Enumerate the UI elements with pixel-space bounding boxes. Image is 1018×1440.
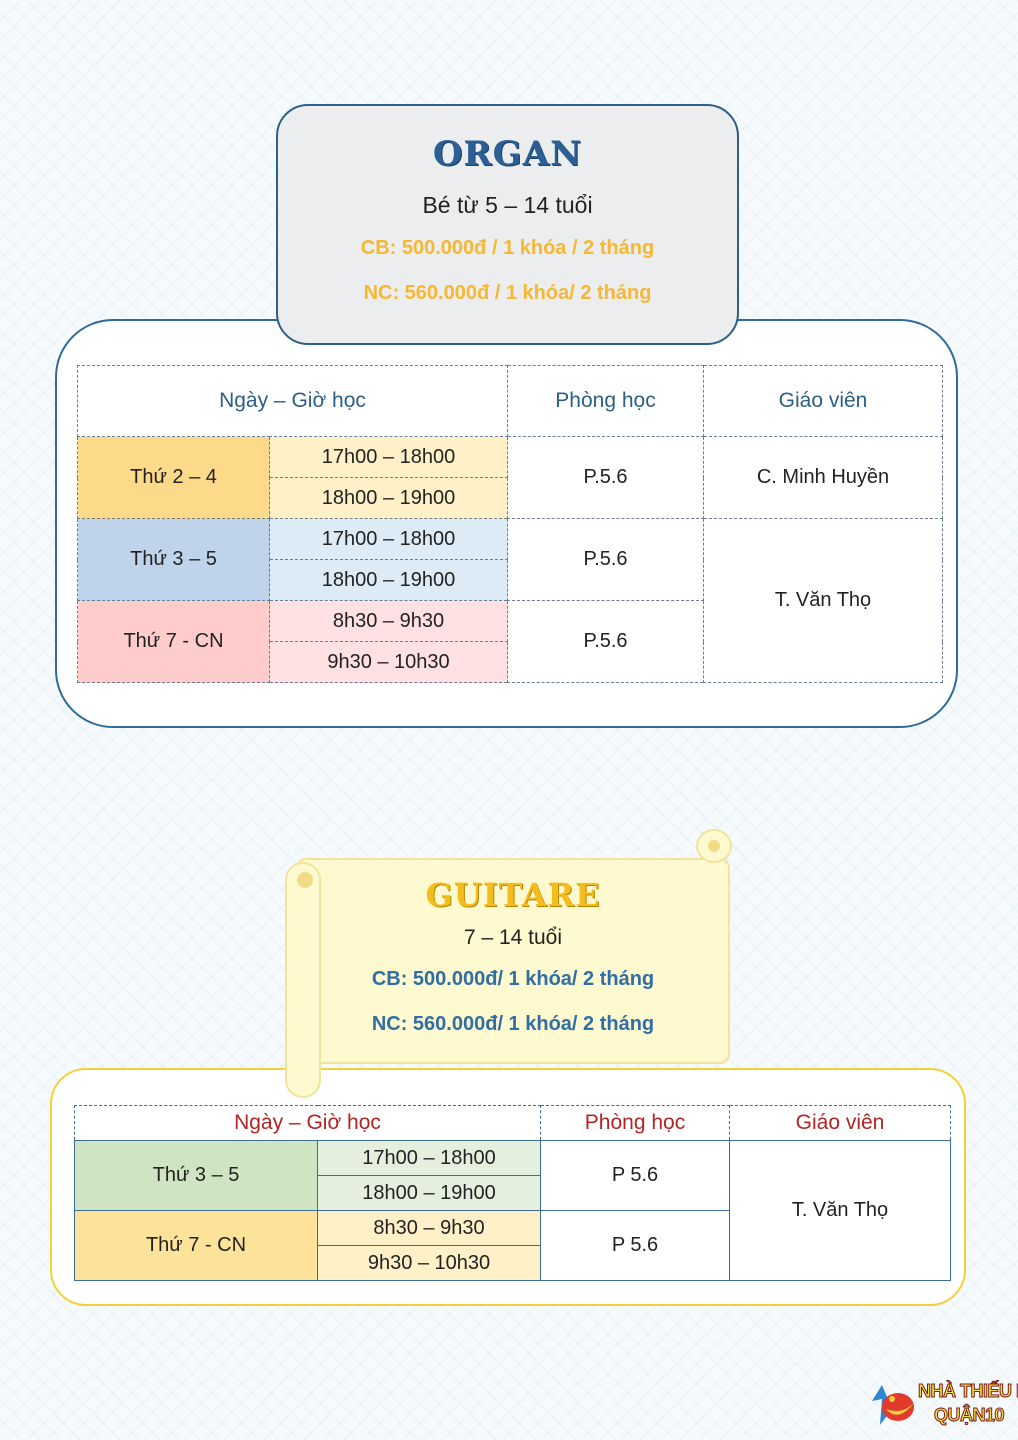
day-cell: Thứ 3 – 5: [74, 1140, 318, 1211]
header-schedule: Ngày – Giờ học: [74, 1105, 541, 1141]
room-cell: P 5.6: [540, 1210, 730, 1281]
time-cell: 18h00 – 19h00: [269, 477, 508, 519]
organ-age: Bé từ 5 – 14 tuổi: [422, 192, 593, 218]
nha-thieu-nhi-logo: NHÀ THIẾU NHI QUẬN10: [866, 1375, 1018, 1435]
scroll-curl-left-icon: [285, 862, 321, 1098]
day-cell: Thứ 2 – 4: [77, 436, 270, 519]
header-schedule: Ngày – Giờ học: [77, 365, 508, 437]
guitar-info-scroll: GUITARE 7 – 14 tuổi CB: 500.000đ/ 1 khóa…: [296, 858, 730, 1064]
table-row: 18h00 – 19h00: [78, 559, 943, 601]
table-row: Thứ 3 – 5 17h00 – 18h00 P 5.6 T. Văn Thọ: [74, 1140, 951, 1281]
guitar-price-advanced: NC: 560.000đ/ 1 khóa/ 2 tháng: [371, 1013, 655, 1035]
room-cell: P.5.6: [507, 518, 704, 601]
teacher-cell: T. Văn Thọ: [703, 518, 943, 683]
day-cell: Thứ 3 – 5: [77, 518, 270, 601]
table-row: 18h00 – 19h00: [75, 1175, 951, 1211]
room-cell: P 5.6: [540, 1140, 730, 1211]
scroll-curl-right-icon: [696, 829, 732, 863]
guitar-schedule-table: Ngày – Giờ học Phòng học Giáo viên Thứ 3…: [74, 1105, 951, 1281]
organ-price-basic: CB: 500.000đ / 1 khóa / 2 tháng: [360, 237, 655, 259]
organ-price-advanced: NC: 560.000đ / 1 khóa/ 2 tháng: [363, 282, 652, 304]
teacher-cell: T. Văn Thọ: [729, 1140, 951, 1281]
organ-title: ORGAN: [432, 134, 583, 174]
teacher-cell: C. Minh Huyền: [703, 436, 943, 519]
time-cell: 9h30 – 10h30: [269, 641, 508, 683]
header-teacher: Giáo viên: [703, 365, 943, 437]
time-cell: 9h30 – 10h30: [317, 1245, 541, 1281]
time-cell: 17h00 – 18h00: [269, 518, 508, 560]
time-cell: 17h00 – 18h00: [317, 1140, 541, 1176]
time-cell: 8h30 – 9h30: [317, 1210, 541, 1246]
organ-info-card: ORGAN Bé từ 5 – 14 tuổi CB: 500.000đ / 1…: [276, 104, 739, 345]
time-cell: 18h00 – 19h00: [269, 559, 508, 601]
guitar-title: GUITARE: [425, 876, 601, 914]
time-cell: 17h00 – 18h00: [269, 436, 508, 478]
header-room: Phòng học: [507, 365, 704, 437]
table-row: Thứ 7 - CN 8h30 – 9h30 P 5.6: [74, 1210, 951, 1281]
logo-line1: NHÀ THIẾU NHI: [918, 1381, 1018, 1402]
table-row: Thứ 2 – 4 17h00 – 18h00 P.5.6 C. Minh Hu…: [77, 436, 943, 519]
table-row: 9h30 – 10h30: [75, 1245, 951, 1281]
time-cell: 8h30 – 9h30: [269, 600, 508, 642]
table-row: Thứ 7 - CN 8h30 – 9h30 P.5.6: [77, 600, 943, 683]
table-header-row: Ngày – Giờ học Phòng học Giáo viên: [74, 1105, 951, 1141]
room-cell: P.5.6: [507, 436, 704, 519]
table-row: 18h00 – 19h00: [78, 477, 943, 519]
guitar-price-basic: CB: 500.000đ/ 1 khóa/ 2 tháng: [371, 968, 655, 990]
day-cell: Thứ 7 - CN: [74, 1210, 318, 1281]
room-cell: P.5.6: [507, 600, 704, 683]
table-row: Thứ 3 – 5 17h00 – 18h00 P.5.6 T. Văn Thọ: [77, 518, 943, 683]
time-cell: 18h00 – 19h00: [317, 1175, 541, 1211]
organ-schedule-table: Ngày – Giờ học Phòng học Giáo viên Thứ 2…: [77, 365, 943, 683]
guitar-age: 7 – 14 tuổi: [463, 926, 563, 949]
table-row: 9h30 – 10h30: [78, 641, 943, 683]
table-header-row: Ngày – Giờ học Phòng học Giáo viên: [77, 365, 943, 437]
nha-thieu-nhi-logo-icon: [872, 1385, 914, 1425]
day-cell: Thứ 7 - CN: [77, 600, 270, 683]
header-room: Phòng học: [540, 1105, 730, 1141]
header-teacher: Giáo viên: [729, 1105, 951, 1141]
logo-line2: QUẬN10: [933, 1405, 1005, 1426]
